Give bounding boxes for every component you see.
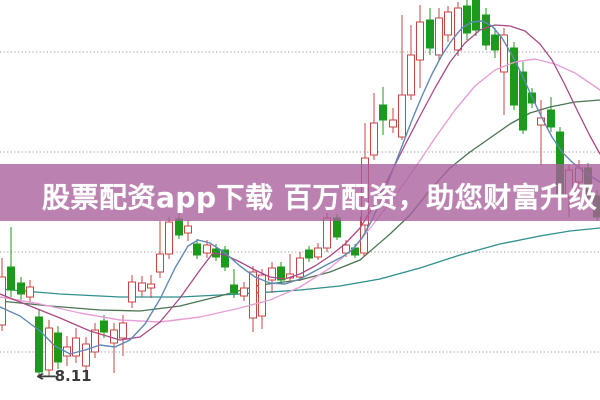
promo-ad-banner[interactable]: 股票配资app下载 百万配资，助您财富升级！: [0, 164, 600, 221]
candle-body: [351, 247, 359, 256]
candle-body: [128, 281, 136, 303]
candle-body: [398, 94, 406, 138]
candle-body: [500, 34, 508, 73]
candle-body: [221, 249, 229, 268]
candle-body: [72, 337, 80, 357]
candle-body: [7, 266, 15, 291]
candle-body: [147, 283, 155, 289]
candle-body: [296, 257, 304, 278]
candle-body: [444, 11, 452, 36]
candle-body: [472, 0, 480, 31]
candle-body: [156, 253, 164, 273]
candle-body: [519, 71, 527, 131]
candle-body: [91, 329, 99, 353]
promo-ad-text: 股票配资app下载 百万配资，助您财富升级！: [42, 180, 600, 214]
candle-body: [323, 217, 331, 249]
candle-body: [407, 54, 415, 96]
candle-body: [258, 274, 266, 317]
candle-body: [82, 343, 90, 367]
candle-body: [175, 218, 183, 236]
low-price-label: 8.11: [54, 367, 92, 385]
candle-body: [510, 47, 518, 106]
candle-body: [100, 320, 108, 333]
candle-body: [426, 19, 434, 49]
candle-body: [491, 34, 499, 51]
candle-body: [138, 282, 146, 292]
candle-body: [268, 267, 276, 281]
candle-body: [17, 282, 25, 295]
candle-body: [314, 247, 322, 258]
candle-body: [547, 109, 555, 128]
candle-body: [435, 17, 443, 56]
candle-body: [35, 316, 43, 373]
candle-body: [63, 346, 71, 357]
candle-body: [184, 225, 192, 234]
candle-body: [277, 266, 285, 281]
candle-body: [45, 327, 53, 371]
candle-body: [193, 243, 201, 256]
candle-body: [370, 122, 378, 156]
candle-body: [110, 329, 118, 344]
candle-body: [240, 287, 248, 297]
candle-body: [379, 104, 387, 121]
candle-body: [230, 284, 238, 294]
ma-blue-fast: [0, 20, 600, 355]
candle-body: [0, 276, 6, 326]
candle-body: [342, 244, 350, 254]
candle-body: [249, 271, 257, 319]
candle-body: [416, 21, 424, 61]
candle-body: [305, 249, 313, 259]
candle-body: [389, 119, 397, 128]
candle-body: [203, 244, 211, 254]
candle-body: [463, 5, 471, 34]
ma-lines-over: [0, 20, 600, 355]
low-price-annotation: ← 8.11: [36, 367, 92, 385]
left-arrow-icon: ←: [36, 367, 58, 385]
candle-body: [482, 14, 490, 46]
ma-rose-fast2: [0, 24, 600, 341]
candle-body: [165, 221, 173, 255]
candle-body: [26, 286, 34, 298]
candle-body: [119, 322, 127, 339]
